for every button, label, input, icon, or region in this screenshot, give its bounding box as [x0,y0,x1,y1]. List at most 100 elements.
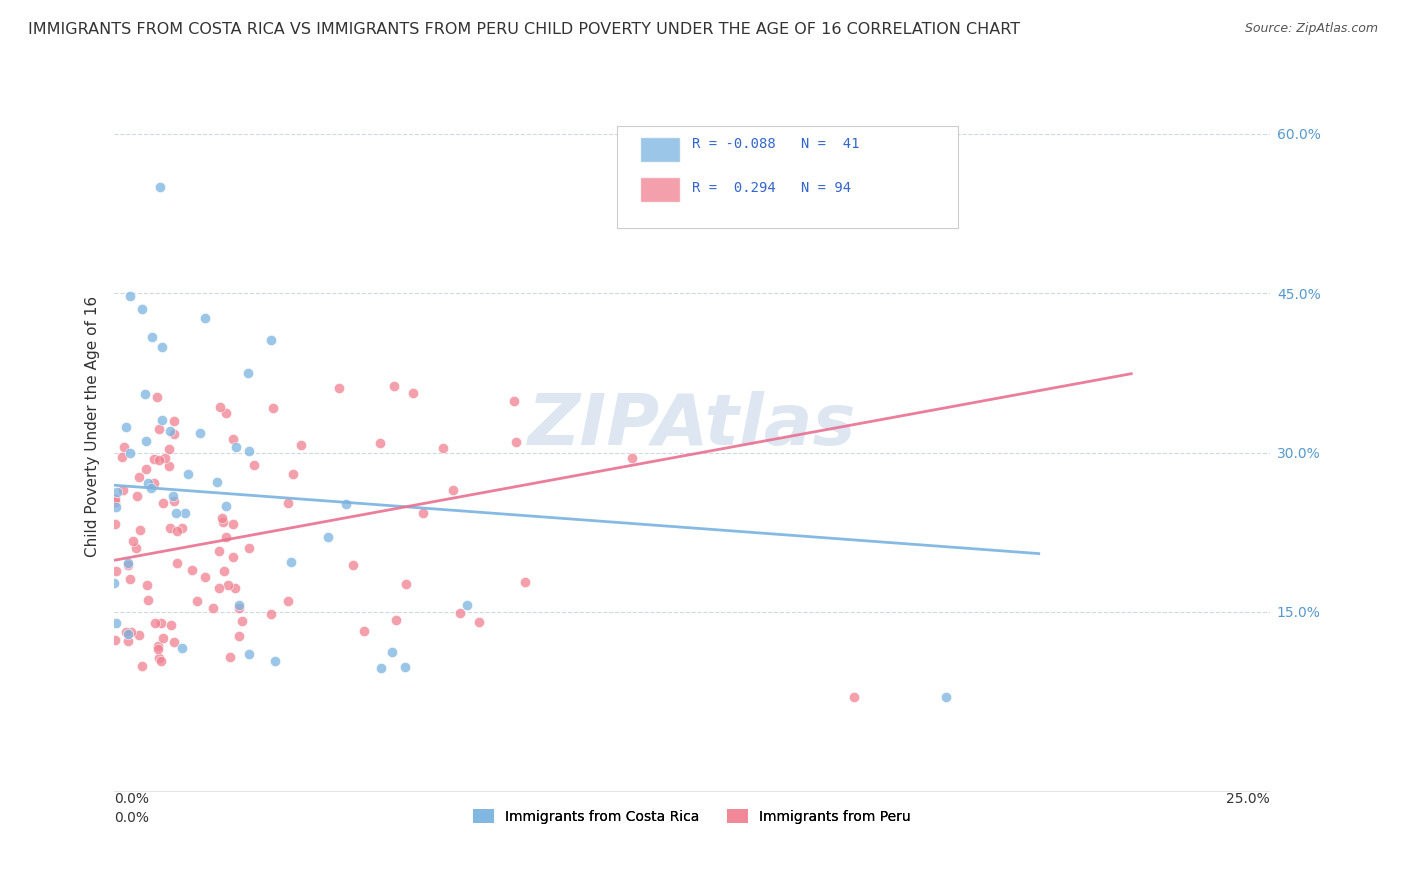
Point [117,627,139,641]
Point [215,499,238,513]
Point [238,647,260,661]
Point [125,541,148,555]
Text: IMMIGRANTS FROM COSTA RICA VS IMMIGRANTS FROM PERU CHILD POVERTY UNDER THE AGE O: IMMIGRANTS FROM COSTA RICA VS IMMIGRANTS… [28,22,1021,37]
Text: Source: ZipAtlas.com: Source: ZipAtlas.com [1244,22,1378,36]
Point [142,476,165,491]
Y-axis label: Child Poverty Under the Age of 16: Child Poverty Under the Age of 16 [86,295,100,557]
Point [162,489,184,503]
Point [620,451,643,466]
Point [128,628,150,642]
Point [159,521,181,535]
Point [104,633,127,648]
Point [277,594,299,608]
Point [172,521,194,535]
Point [120,446,142,460]
FancyBboxPatch shape [640,136,681,162]
Point [231,615,253,629]
Point [131,301,153,316]
Point [146,390,169,404]
Point [935,690,957,704]
Point [163,427,186,442]
Point [449,606,471,620]
Point [135,434,157,449]
Point [159,424,181,438]
Point [143,615,166,630]
Point [290,438,312,452]
Point [128,470,150,484]
Point [503,393,526,408]
Point [104,491,127,506]
Point [103,575,125,590]
Point [148,452,170,467]
Point [163,414,186,428]
Point [214,530,236,544]
Point [141,329,163,343]
Point [370,661,392,675]
Point [136,593,159,607]
Point [118,289,141,303]
Point [165,506,187,520]
Point [222,517,245,532]
Text: R = -0.088   N =  41: R = -0.088 N = 41 [692,136,859,151]
Point [328,380,350,394]
Point [135,462,157,476]
Point [505,435,527,450]
Point [381,644,404,658]
Point [222,432,245,446]
Point [117,633,139,648]
Point [188,425,211,440]
Point [401,386,423,401]
Point [264,655,287,669]
Point [134,387,156,401]
Point [208,400,231,414]
Point [217,578,239,592]
Point [513,574,536,589]
Point [281,467,304,481]
Point [211,510,233,524]
Point [150,654,173,668]
Point [152,413,174,427]
Point [118,573,141,587]
Point [228,600,250,615]
Text: ZIPAtlas: ZIPAtlas [527,392,856,460]
Point [385,613,408,627]
Point [228,629,250,643]
Point [125,489,148,503]
Point [208,544,231,558]
Point [316,530,339,544]
Point [260,607,283,621]
Point [238,541,260,555]
Point [194,570,217,584]
Point [194,311,217,326]
Point [212,564,235,578]
Text: 0.0%: 0.0% [114,811,149,824]
Point [120,624,142,639]
Point [228,598,250,612]
Point [105,485,128,500]
Point [129,523,152,537]
Point [243,458,266,472]
Point [148,651,170,665]
Point [353,624,375,639]
Point [148,422,170,436]
Legend: Immigrants from Costa Rica, Immigrants from Peru: Immigrants from Costa Rica, Immigrants f… [468,804,917,830]
Text: 0.0%: 0.0% [114,792,149,806]
Point [218,650,240,665]
Point [111,483,134,497]
Point [394,659,416,673]
Point [160,617,183,632]
Point [441,483,464,498]
Point [277,495,299,509]
Point [163,494,186,508]
Point [172,640,194,655]
FancyBboxPatch shape [617,126,957,228]
Point [412,506,434,520]
Point [432,441,454,455]
Point [148,642,170,657]
Point [205,475,228,489]
Point [395,577,418,591]
Point [342,558,364,572]
Point [114,420,136,434]
Point [215,407,238,421]
Point [104,500,127,515]
